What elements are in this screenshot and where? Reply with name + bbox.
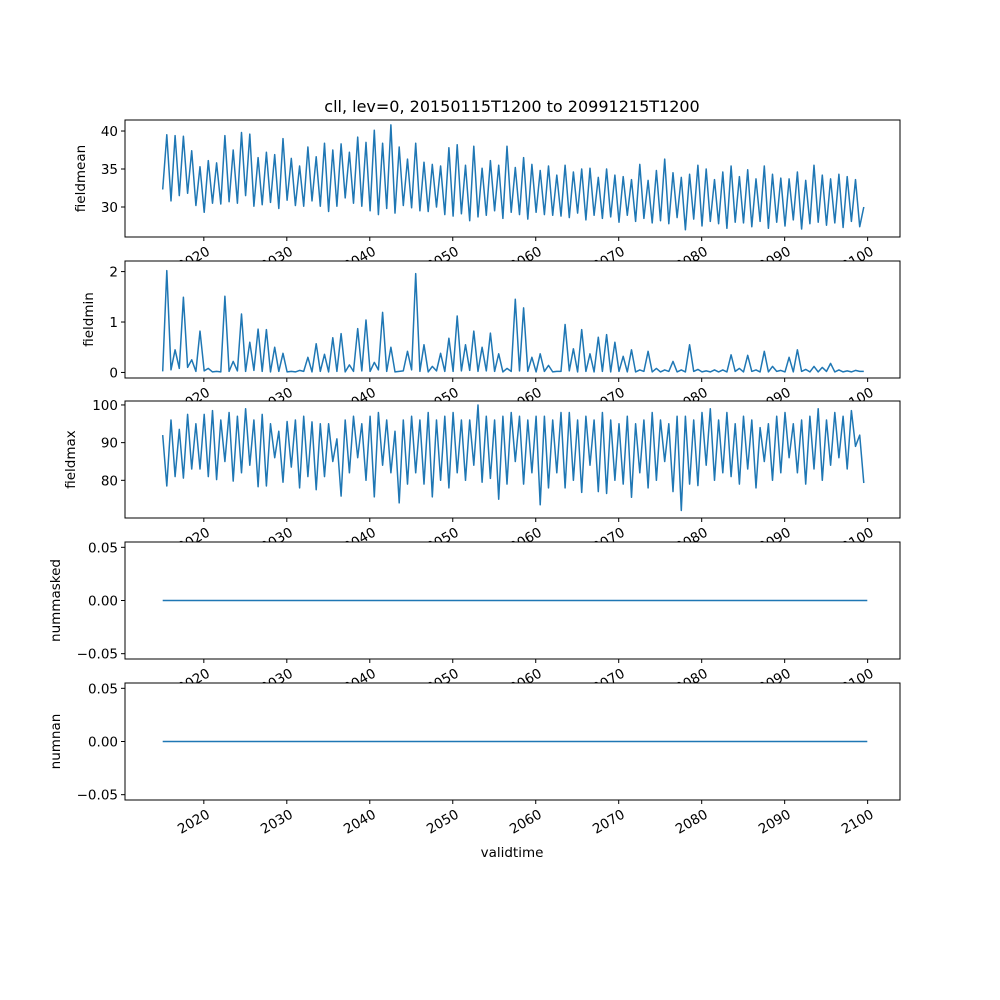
y-tick-label: 35 — [101, 162, 118, 178]
y-axis-label: fieldmax — [63, 430, 79, 489]
chart-title: cll, lev=0, 20150115T1200 to 20991215T12… — [324, 97, 699, 116]
y-axis-label: fieldmean — [73, 145, 89, 212]
y-tick-label: 30 — [101, 200, 118, 216]
x-axis-label: validtime — [481, 845, 544, 861]
y-tick-label: 0.05 — [88, 681, 118, 697]
y-tick-label: 2 — [109, 265, 118, 281]
y-tick-label: 80 — [101, 473, 118, 489]
axes-frame — [124, 119, 901, 238]
y-tick-label: 0 — [109, 365, 118, 381]
y-tick-label: 0.00 — [88, 594, 118, 610]
y-axis-label: fieldmin — [81, 292, 97, 347]
y-tick-label: 100 — [92, 398, 118, 414]
y-axis-label: nummasked — [48, 559, 64, 642]
y-tick-label: −0.05 — [77, 647, 118, 663]
axes-frame — [124, 260, 901, 379]
y-tick-label: 1 — [109, 315, 118, 331]
y-tick-label: 0.00 — [88, 735, 118, 751]
axes-frame — [124, 400, 901, 519]
y-axis-label: numnan — [48, 714, 64, 770]
y-tick-label: 40 — [101, 124, 118, 140]
y-tick-label: 0.05 — [88, 540, 118, 556]
series-line-fieldmean — [161, 124, 865, 231]
series-line-fieldmin — [161, 269, 864, 373]
y-tick-label: −0.05 — [77, 788, 118, 804]
axes-background — [125, 120, 900, 237]
y-tick-label: 90 — [101, 436, 118, 452]
series-line-fieldmax — [161, 404, 865, 512]
